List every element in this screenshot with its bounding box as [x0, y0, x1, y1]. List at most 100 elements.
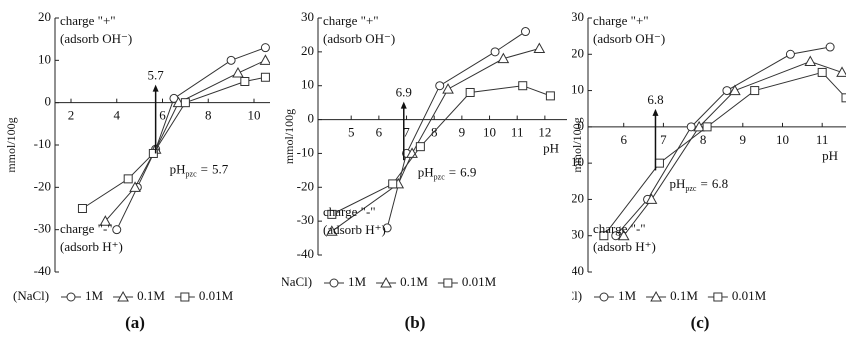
series-line [104, 59, 266, 222]
data-point [750, 86, 760, 96]
x-tick-label: 11 [511, 125, 524, 140]
data-point [654, 158, 664, 168]
data-point [693, 120, 705, 132]
y-tick-label: 30 [571, 9, 584, 24]
data-point [232, 67, 244, 78]
series-line [603, 71, 846, 237]
data-point [129, 181, 141, 192]
pzc-eq-value: 6.8 [712, 176, 728, 191]
pzc-label: pHpzc = 6.9 [418, 165, 477, 182]
annotation: charge "+" [593, 13, 649, 28]
data-point [123, 174, 133, 184]
legend-label: 0.01M [732, 288, 767, 303]
x-tick-label: 5 [348, 125, 355, 140]
pzc-eq: = [201, 161, 208, 176]
y-tick-label: 10 [38, 51, 51, 66]
pzc-sub: pzc [434, 173, 446, 182]
x-axis-label: pH [822, 148, 838, 163]
data-point [497, 52, 510, 64]
x-tick-label: 4 [114, 108, 121, 123]
annotation: charge "-" [60, 221, 113, 236]
data-point [785, 49, 795, 59]
pzc-sub: pzc [685, 184, 697, 193]
pzc-sub: pzc [186, 169, 198, 178]
x-tick-label: 7 [660, 132, 667, 147]
data-point [99, 215, 112, 226]
annotation: charge "-" [323, 204, 376, 219]
annotation: charge "+" [60, 13, 116, 28]
legend-label: 1M [618, 288, 637, 303]
x-tick-label: 8 [700, 132, 707, 147]
x-tick-label: 10 [247, 108, 260, 123]
y-tick-label: 0 [308, 111, 315, 126]
data-point [259, 54, 270, 65]
legend-marker [599, 292, 609, 302]
legend-label: 0.01M [462, 274, 497, 289]
legend-marker [66, 292, 76, 302]
pzc-arrowhead [652, 108, 659, 116]
x-tick-label: 9 [459, 125, 466, 140]
y-axis-label: mmol/100g [4, 117, 18, 172]
y-tick-label: 20 [301, 43, 314, 58]
legend-marker [650, 290, 662, 302]
y-tick-label: -20 [34, 178, 51, 193]
data-point [325, 225, 338, 236]
pzc-main: pH [170, 161, 186, 176]
x-tick-label: 9 [740, 132, 747, 147]
x-axis-label: pH [543, 141, 559, 156]
legend-marker [180, 292, 190, 302]
legend-marker [380, 276, 392, 288]
data-point [611, 231, 621, 241]
annotation: charge "-" [593, 221, 646, 236]
y-tick-label: -20 [297, 178, 314, 193]
y-tick-label: 0 [45, 94, 52, 109]
y-tick-label: -30 [567, 227, 584, 242]
x-tick-label: 7 [403, 125, 410, 140]
legend-label: 0.1M [670, 288, 698, 303]
data-point [435, 81, 445, 91]
legend-label: 0.1M [137, 288, 165, 303]
legend-marker [713, 292, 723, 302]
legend-prefix: (NaCl) [13, 288, 49, 303]
data-point [518, 81, 528, 91]
pzc-main: pH [418, 165, 434, 180]
y-tick-label: -40 [567, 263, 584, 278]
data-point [702, 122, 712, 132]
y-tick-label: -40 [34, 263, 51, 278]
x-tick-label: 12 [538, 125, 551, 140]
pzc-arrowhead [400, 101, 407, 109]
data-point [545, 91, 555, 101]
data-point [817, 67, 827, 77]
data-point [825, 42, 835, 52]
annotation: (adsorb H⁺) [60, 239, 123, 254]
panel-label: (c) [691, 313, 710, 332]
y-axis-label: mmol/100g [570, 117, 584, 172]
y-tick-label: -10 [567, 154, 584, 169]
series-line [331, 85, 551, 215]
data-point [465, 87, 475, 97]
x-tick-label: 10 [483, 125, 496, 140]
pzc-label: pHpzc = 5.7 [170, 161, 229, 178]
chart-panel: -40 -30 -20 -10 0 10 20 2 4 6 8 10 mmol/100g charge "… [4, 9, 270, 303]
data-point [382, 223, 392, 233]
data-point [645, 193, 658, 204]
pzc-label: pHpzc = 6.8 [669, 176, 728, 193]
pzc-arrowhead [152, 84, 159, 92]
data-point [112, 225, 122, 235]
y-tick-label: 10 [301, 77, 314, 92]
data-point [729, 84, 741, 96]
y-tick-label: -30 [34, 221, 51, 236]
x-tick-label: 8 [205, 108, 212, 123]
y-tick-label: -10 [297, 144, 314, 159]
y-tick-label: 10 [571, 82, 584, 97]
legend-label: 1M [348, 274, 367, 289]
pzc-eq: = [700, 176, 707, 191]
data-point [77, 204, 87, 213]
data-point [521, 27, 530, 37]
y-tick-label: 20 [571, 45, 584, 60]
legend-marker [117, 290, 129, 302]
legend-label: 0.01M [199, 288, 234, 303]
pzc-main: pH [669, 176, 685, 191]
data-point [617, 229, 630, 241]
